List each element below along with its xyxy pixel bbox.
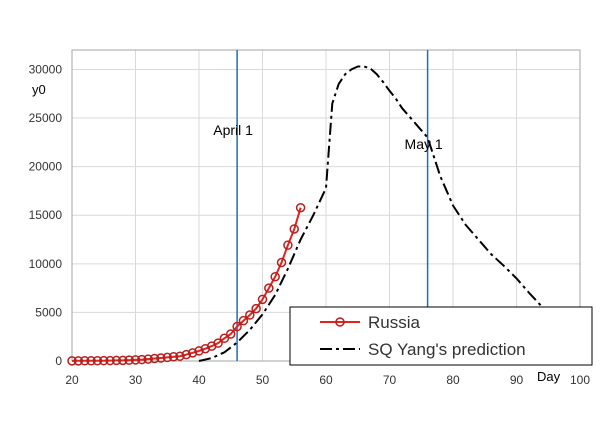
data-point [168,351,179,362]
y-tick-label: 15000 [29,208,63,222]
data-point [162,352,172,363]
data-point [124,355,134,365]
y-tick-label: 25000 [29,111,63,125]
x-tick-label: 80 [446,373,460,387]
x-tick-label: 20 [65,373,79,387]
legend: Russia SQ Yang's prediction [289,306,593,366]
data-point [283,240,293,250]
data-point [257,294,268,305]
y-axis-label-text: y0 [32,82,46,97]
legend-box [289,306,593,366]
x-tick-label: 70 [383,373,397,387]
annotation-label: May 1 [405,136,443,152]
data-point [219,333,230,344]
data-point [99,355,109,366]
data-point [130,355,141,365]
data-point [213,338,223,348]
data-point [251,303,261,314]
x-tick-label: 30 [129,373,143,387]
data-point [105,355,115,366]
series-line-1 [198,65,568,362]
legend-marker [335,317,345,327]
legend-label: Russia [368,313,421,332]
data-point [79,356,90,366]
y-tick-label: 30000 [29,62,63,76]
data-point [264,283,274,293]
data-point [111,355,122,366]
annotations: April 1 May 1 [213,50,443,361]
data-point [149,353,160,364]
data-point [73,356,84,366]
y-tick-label: 5000 [35,305,62,319]
y-tick-label: 20000 [29,160,63,174]
x-axis-label: Day [537,369,561,384]
y-tick-labels: 0 5000 10000 15000 20000 25000 30000 [29,62,63,368]
y-tick-label: 10000 [29,257,63,271]
data-point [276,257,287,268]
x-tick-label: 100 [570,373,590,387]
data-point [137,354,147,365]
x-tick-label: 50 [256,373,270,387]
data-point [175,351,185,361]
series-line-0 [71,207,302,362]
legend-label: SQ Yang's prediction [368,340,526,359]
x-tick-label: 40 [192,373,206,387]
data-point [118,355,128,366]
data-point [226,329,236,339]
x-tick-label: 60 [319,373,333,387]
y-axis-label: y0 [32,82,46,97]
data-point [194,346,204,356]
data-point [289,224,299,234]
data-point [187,348,198,358]
data-point [270,271,280,282]
data-point [295,202,306,213]
y-tick-label: 0 [55,354,62,368]
data-point [181,349,192,360]
data-point [238,315,249,326]
x-tick-labels: 20 30 40 50 60 70 80 90 100 [65,373,590,387]
data-point [232,321,242,332]
x-tick-label: 90 [510,373,524,387]
data-point [156,353,166,363]
data-point [92,355,103,366]
data-point [245,310,255,320]
data-point [67,356,77,366]
series-group [67,65,568,366]
data-point [143,354,153,364]
data-point [86,356,96,366]
annotation-label: April 1 [213,122,253,138]
